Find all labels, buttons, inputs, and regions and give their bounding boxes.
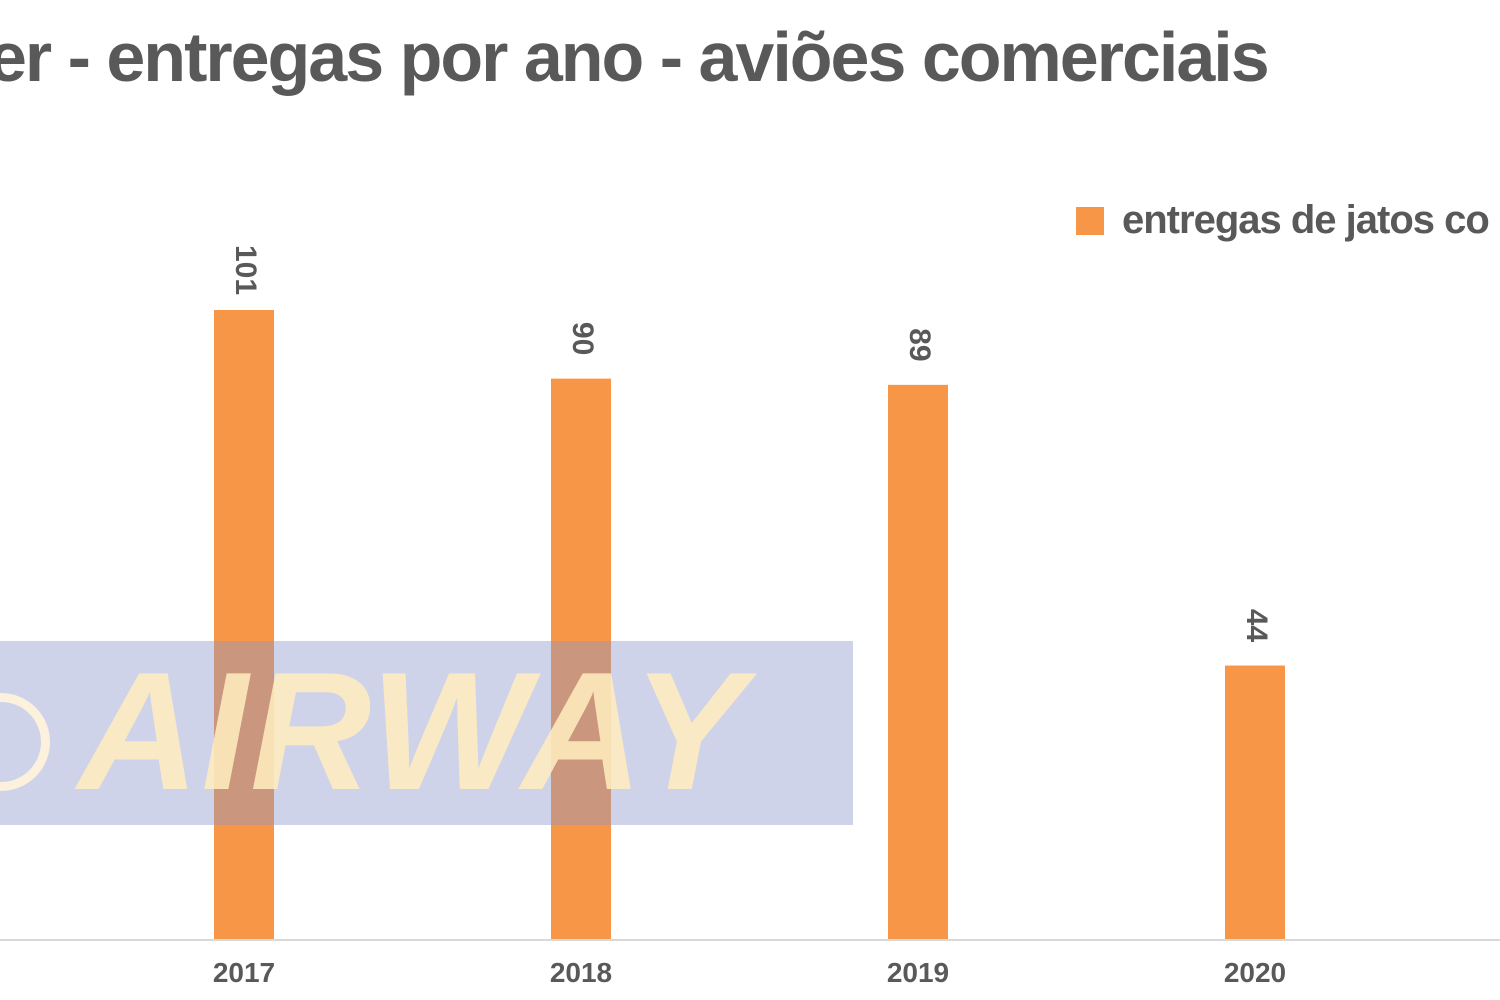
x-tick-label-2018: 2018 — [550, 957, 612, 988]
watermark-text: AIRWAY — [78, 641, 747, 825]
value-label-2019: 89 — [903, 328, 936, 361]
legend-swatch — [1076, 206, 1104, 235]
x-tick-label-2017: 2017 — [213, 957, 275, 988]
bar-2019 — [888, 384, 948, 941]
x-tick-label-2019: 2019 — [887, 957, 949, 988]
bar-2018 — [551, 378, 611, 940]
x-tick-labels-group: 2017 2018 2019 2020 — [213, 957, 1286, 988]
bars-group — [214, 310, 1285, 941]
bar-2017 — [214, 310, 274, 940]
value-label-2018: 90 — [566, 322, 599, 355]
value-label-2020: 44 — [1240, 609, 1273, 643]
value-label-2017: 101 — [229, 245, 262, 295]
x-tick-label-2020: 2020 — [1224, 957, 1286, 988]
legend: entregas de jatos co — [1076, 198, 1490, 243]
chart-title: er - entregas por ano - aviões comerciai… — [0, 18, 1270, 96]
watermark: AIRWAY — [0, 641, 853, 825]
airway-logo-icon — [0, 693, 50, 791]
bar-2020 — [1225, 665, 1285, 940]
legend-label: entregas de jatos co — [1122, 198, 1490, 242]
value-labels-group: 101 90 89 44 — [229, 245, 1273, 643]
